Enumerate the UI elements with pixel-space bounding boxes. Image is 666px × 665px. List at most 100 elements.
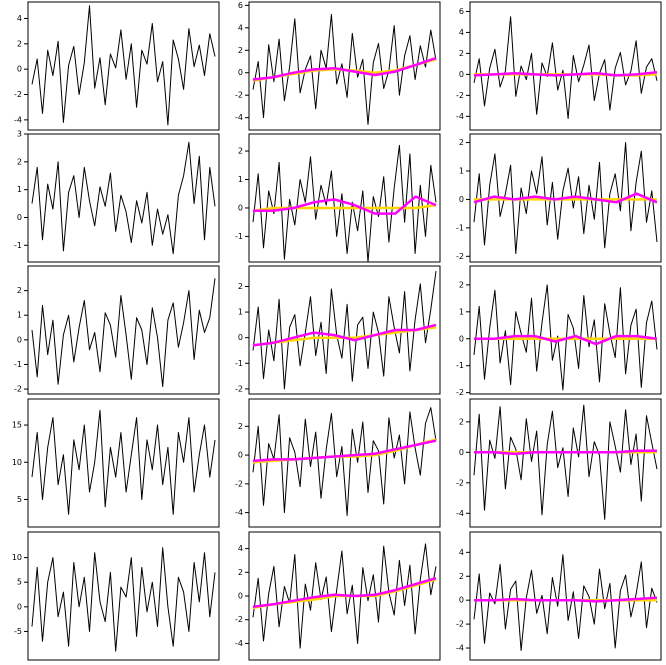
y-tick-label: 5 — [17, 495, 22, 504]
panel-frame — [248, 531, 441, 661]
y-tick-label: 0 — [238, 68, 243, 77]
trend-line — [252, 56, 437, 81]
trend-line — [253, 195, 437, 215]
trend-line — [473, 71, 658, 77]
y-tick-label: 0 — [17, 213, 22, 222]
series-line — [473, 284, 658, 391]
y-tick-label: 6 — [238, 1, 243, 10]
y-tick-label: -2 — [235, 615, 243, 624]
y-tick-label: -4 — [235, 113, 243, 122]
trend-line — [474, 596, 658, 603]
panel-frame — [469, 265, 662, 395]
y-tick-label: -4 — [14, 115, 22, 124]
trend-line — [474, 334, 658, 346]
y-tick-label: 0 — [17, 602, 22, 611]
y-tick-label: -1 — [456, 361, 464, 370]
y-tick-label: 2 — [238, 422, 243, 431]
y-tick-label: 4 — [17, 14, 22, 23]
y-tick-label: -1 — [235, 359, 243, 368]
y-tick-label: 2 — [238, 568, 243, 577]
y-tick-label: 0 — [459, 195, 464, 204]
y-tick-label: 4 — [238, 544, 243, 553]
y-tick-label: -2 — [456, 252, 464, 261]
y-tick-label: -4 — [235, 639, 243, 648]
y-tick-label: 10 — [12, 553, 22, 562]
y-tick-label: 0 — [459, 334, 464, 343]
panel-frame — [469, 133, 662, 263]
panel-frame — [469, 398, 662, 528]
y-tick-label: -2 — [456, 388, 464, 397]
panel-frame — [248, 398, 441, 528]
y-tick-label: 1 — [459, 166, 464, 175]
y-tick-label: 2 — [238, 46, 243, 55]
y-tick-label: 1 — [238, 308, 243, 317]
series-line — [31, 278, 216, 388]
panel-frame — [27, 1, 220, 131]
y-tick-label: 2 — [17, 39, 22, 48]
trend-line — [252, 439, 437, 463]
panel-frame — [27, 531, 220, 661]
y-tick-label: -2 — [235, 479, 243, 488]
panel-frame — [469, 531, 662, 661]
y-tick-label: 0 — [459, 448, 464, 457]
trend-line — [473, 192, 658, 204]
series-line — [31, 5, 216, 126]
panel-frame — [469, 1, 662, 131]
y-tick-label: 2 — [459, 49, 464, 58]
y-tick-label: -2 — [235, 91, 243, 100]
y-tick-label: -4 — [456, 112, 464, 121]
trend-line — [252, 203, 437, 213]
y-tick-label: 0 — [238, 333, 243, 342]
series-line — [473, 404, 658, 520]
y-tick-label: 2 — [459, 280, 464, 289]
y-tick-label: -1 — [235, 232, 243, 241]
y-tick-label: -5 — [14, 627, 22, 636]
y-tick-label: -4 — [456, 644, 464, 653]
y-tick-label: -2 — [456, 478, 464, 487]
y-tick-label: 15 — [12, 421, 22, 430]
panel-frame — [248, 265, 441, 395]
y-tick-label: 2 — [459, 138, 464, 147]
trend-line — [474, 449, 657, 456]
series-line — [31, 547, 216, 652]
y-tick-label: 4 — [459, 548, 464, 557]
series-line — [252, 543, 437, 649]
y-tick-label: -2 — [235, 384, 243, 393]
series-line — [473, 554, 658, 651]
y-tick-label: 5 — [17, 578, 22, 587]
panel-frame — [27, 265, 220, 395]
y-tick-label: 2 — [238, 147, 243, 156]
y-tick-label: 2 — [238, 282, 243, 291]
y-tick-label: 0 — [17, 335, 22, 344]
y-tick-label: -2 — [456, 91, 464, 100]
y-tick-label: 6 — [459, 7, 464, 16]
panel-frame — [27, 133, 220, 263]
y-tick-label: 0 — [459, 70, 464, 79]
series-line — [252, 271, 437, 390]
series-line — [31, 409, 216, 515]
y-tick-label: 2 — [17, 286, 22, 295]
series-line — [31, 141, 216, 255]
y-tick-label: 2 — [459, 417, 464, 426]
y-tick-label: -2 — [14, 385, 22, 394]
y-tick-label: 4 — [238, 23, 243, 32]
y-tick-label: -2 — [456, 620, 464, 629]
y-tick-label: -1 — [456, 223, 464, 232]
y-tick-label: -4 — [235, 508, 243, 517]
y-tick-label: -1 — [14, 241, 22, 250]
y-tick-label: -4 — [456, 509, 464, 518]
y-tick-label: -1 — [14, 360, 22, 369]
series-line — [252, 13, 437, 125]
y-tick-label: 10 — [12, 458, 22, 467]
y-tick-label: 0 — [17, 65, 22, 74]
series-line — [252, 144, 437, 263]
y-tick-label: -2 — [14, 90, 22, 99]
y-tick-label: 1 — [459, 307, 464, 316]
y-tick-label: 2 — [459, 572, 464, 581]
y-tick-label: 0 — [238, 203, 243, 212]
y-tick-label: 1 — [17, 311, 22, 320]
panel-frame — [27, 398, 220, 528]
y-tick-label: 0 — [459, 596, 464, 605]
series-line — [473, 16, 658, 119]
